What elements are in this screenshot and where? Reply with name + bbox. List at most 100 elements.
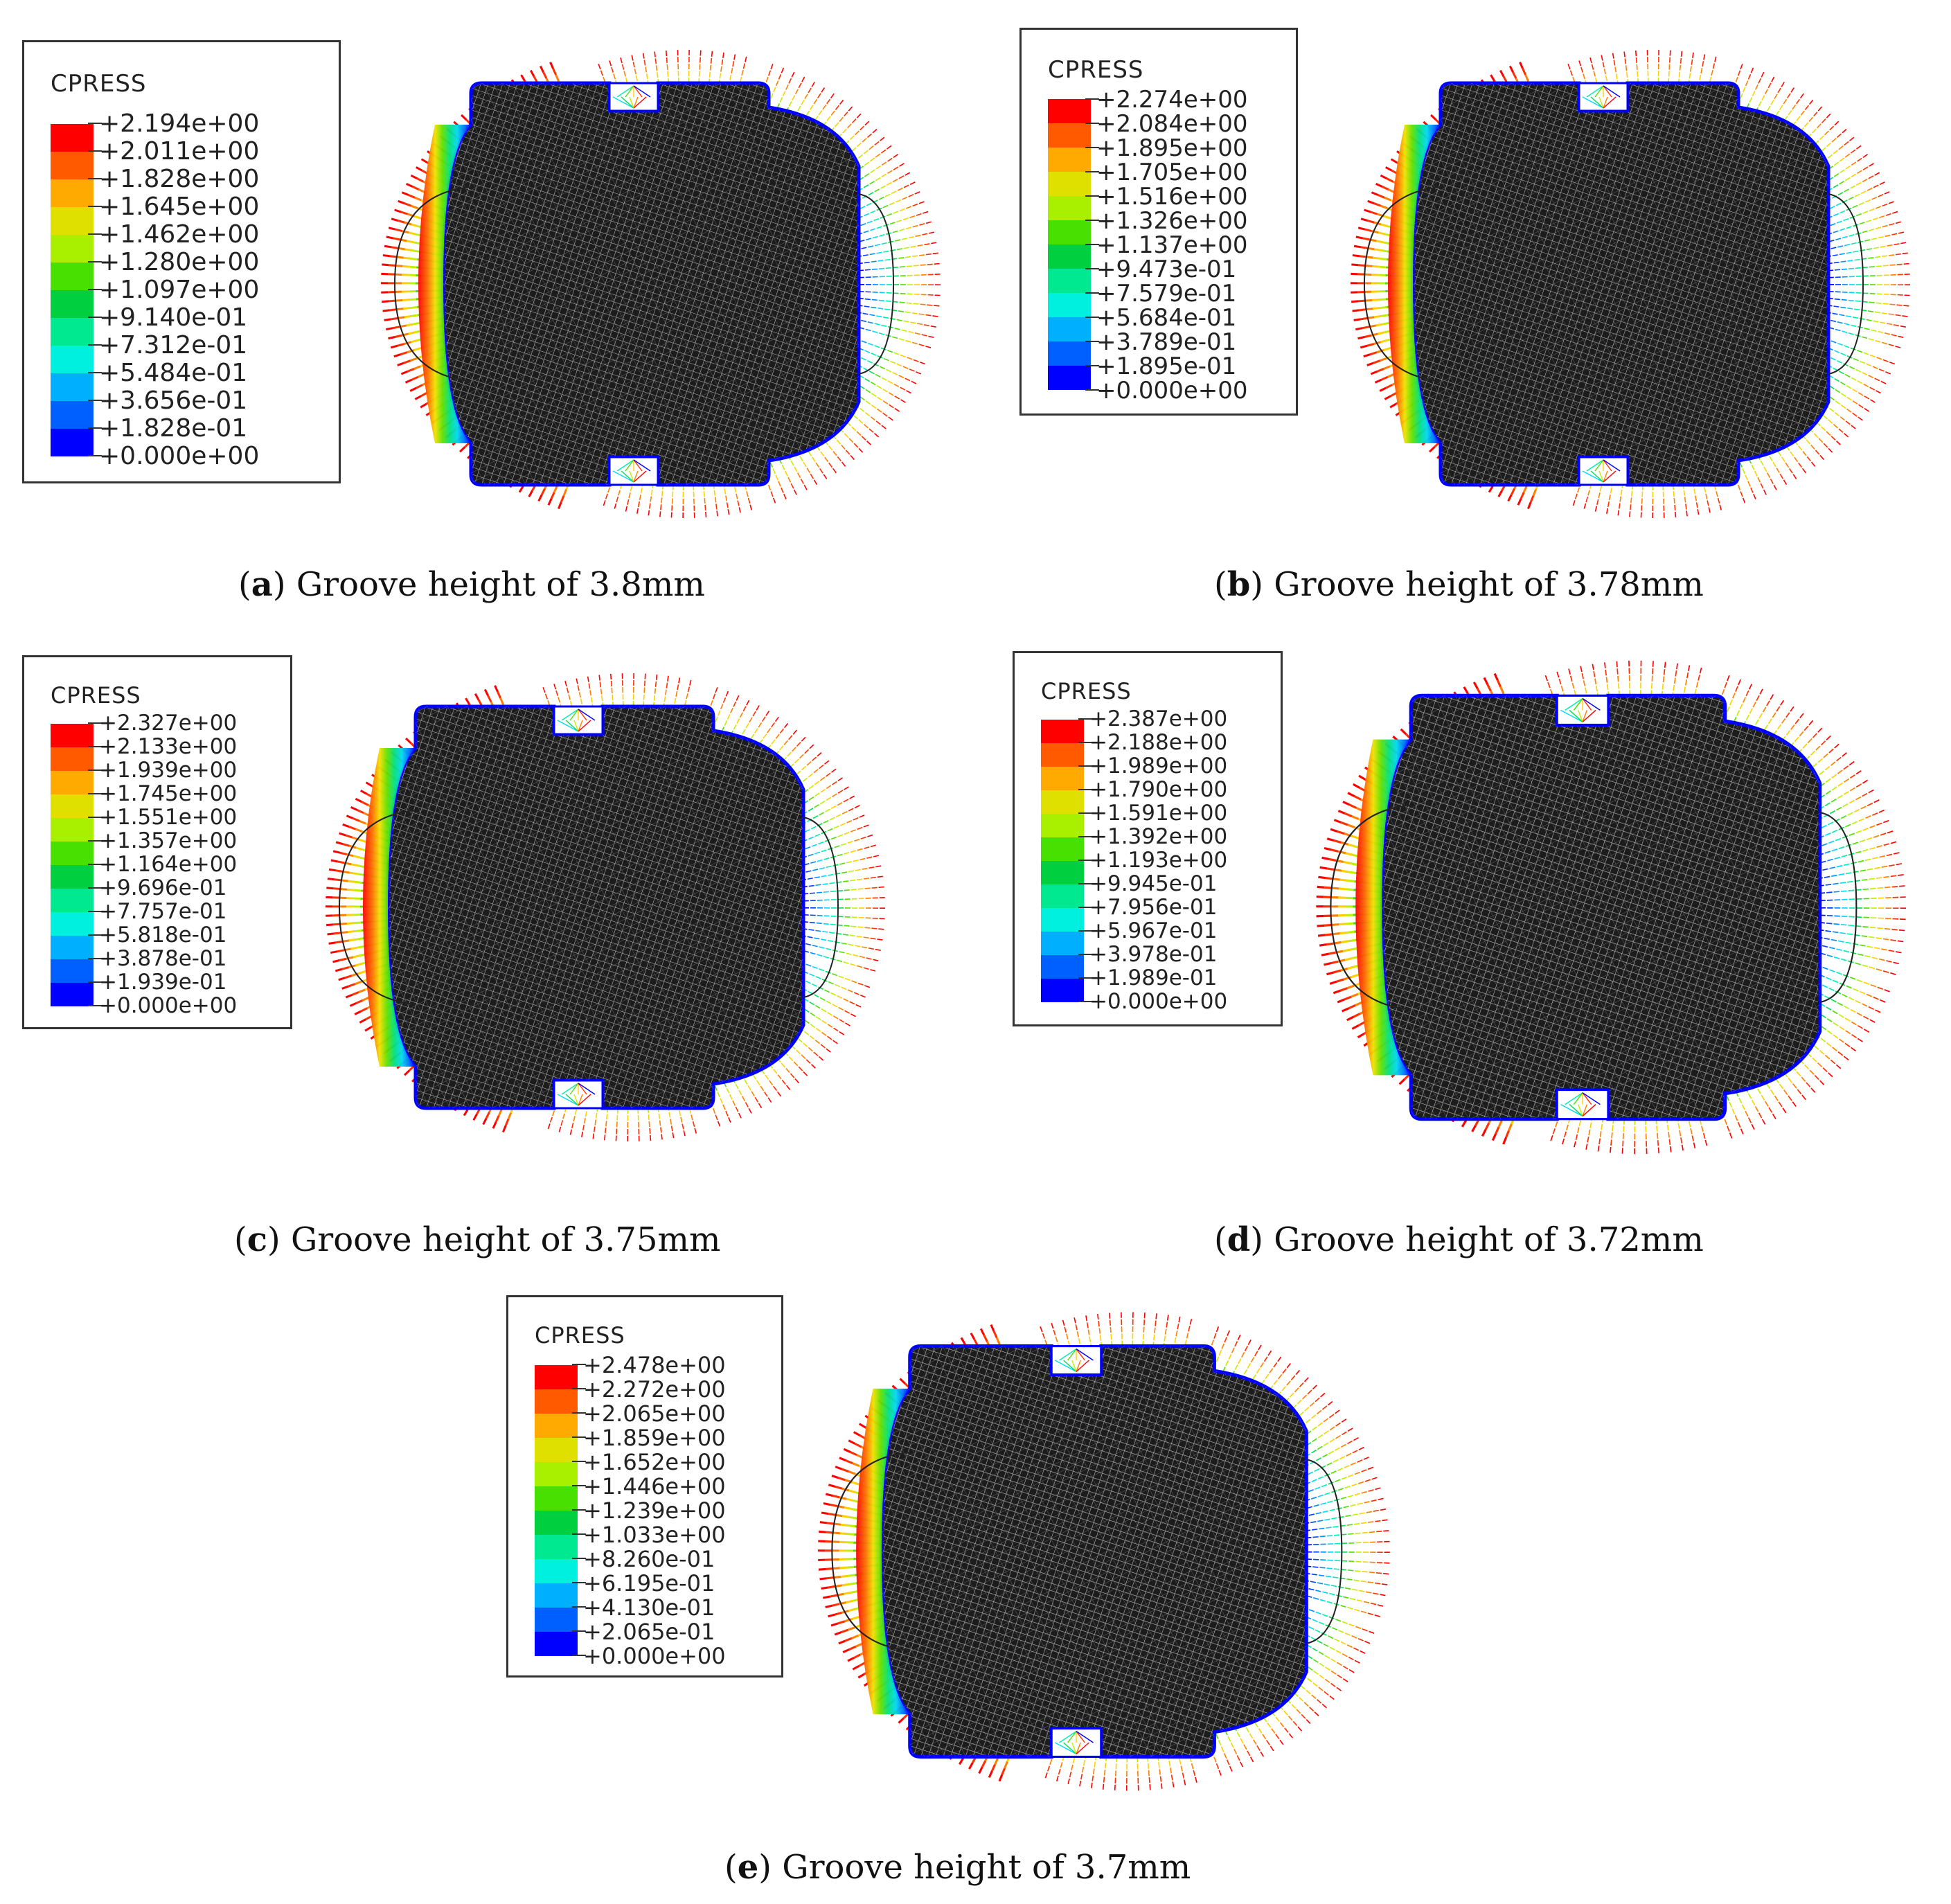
color-swatch: [1041, 932, 1084, 955]
color-swatch: [1048, 244, 1091, 269]
color-swatch: [51, 983, 93, 1006]
contact-band: [1355, 739, 1411, 1076]
legend-value: +2.065e-01: [583, 1619, 715, 1645]
color-swatch: [1048, 196, 1091, 220]
groove-region: [608, 456, 659, 486]
legend-value: +1.239e+00: [583, 1497, 726, 1524]
legend-tick: [88, 887, 102, 889]
contact-pressure-plot-a: [380, 50, 941, 518]
color-swatch: [1041, 955, 1084, 979]
color-swatch: [535, 1632, 578, 1656]
legend-tick: [88, 1004, 102, 1006]
legend-value: +3.656e-01: [99, 386, 248, 415]
legend-value: +1.790e+00: [1089, 777, 1228, 802]
legend-value: +2.387e+00: [1089, 706, 1228, 731]
legend-value: +1.551e+00: [99, 805, 238, 830]
legend-tick: [1078, 718, 1092, 720]
contact-pressure-plot-d: [1316, 660, 1907, 1155]
legend-value: +1.859e+00: [583, 1425, 726, 1451]
color-swatch: [51, 724, 93, 747]
color-swatch: [1041, 720, 1084, 743]
caption-b: (b) Groove height of 3.78mm: [1214, 565, 1704, 604]
legend-tick: [88, 344, 102, 346]
legend-value: +1.326e+00: [1096, 207, 1248, 235]
color-swatch: [51, 959, 93, 983]
legend-tick: [88, 317, 102, 319]
color-swatch: [51, 124, 93, 152]
legend-tick: [88, 150, 102, 152]
legend-tick: [1085, 195, 1099, 197]
color-bar: [51, 724, 93, 1006]
legend-value: +1.097e+00: [99, 276, 260, 304]
color-swatch: [1048, 123, 1091, 148]
caption-c: (c) Groove height of 3.75mm: [234, 1220, 721, 1259]
groove-region: [608, 82, 659, 112]
groove-region: [1050, 1727, 1103, 1758]
undeformed-outline: [1364, 186, 1864, 382]
groove-region: [1556, 694, 1610, 727]
undeformed-outline: [394, 186, 894, 382]
legend-value: +2.194e+00: [99, 109, 260, 138]
legend-value: +0.000e+00: [583, 1643, 726, 1669]
groove-region: [553, 1079, 604, 1110]
color-swatch: [51, 747, 93, 771]
color-swatch: [535, 1438, 578, 1462]
groove-region: [1050, 1345, 1103, 1376]
legend-tick: [1078, 835, 1092, 837]
legend-tick: [1078, 812, 1092, 814]
legend-value: +7.312e-01: [99, 331, 248, 359]
caption-d: (d) Groove height of 3.72mm: [1214, 1220, 1704, 1259]
legend-value: +2.133e+00: [99, 734, 238, 759]
legend-value: +1.989e+00: [1089, 754, 1228, 778]
legend-title: CPRESS: [51, 70, 147, 98]
caption-a: (a) Groove height of 3.8mm: [238, 565, 705, 604]
legend-value: +1.280e+00: [99, 248, 260, 276]
legend-value: +8.260e-01: [583, 1546, 715, 1572]
legend-tick: [1078, 765, 1092, 767]
color-swatch: [51, 429, 93, 456]
legend-value: +9.473e-01: [1096, 256, 1237, 283]
contact-pressure-plot-b: [1350, 50, 1911, 518]
color-swatch: [1048, 220, 1091, 244]
legend-tick: [1085, 244, 1099, 246]
legend-tick: [88, 427, 102, 429]
legend-value: +1.895e+00: [1096, 134, 1248, 162]
legend-tick: [1078, 906, 1092, 908]
legend-value: +1.705e+00: [1096, 159, 1248, 186]
legend-value: +0.000e+00: [99, 442, 260, 470]
caption-letter: b: [1227, 565, 1251, 604]
groove-region: [553, 705, 604, 736]
color-bar: [1041, 720, 1084, 1002]
caption-letter: a: [251, 565, 273, 604]
legend-value: +2.274e+00: [1096, 86, 1248, 114]
caption-text: Groove height of 3.75mm: [290, 1220, 721, 1259]
color-swatch: [535, 1535, 578, 1559]
legend-value: +1.392e+00: [1089, 824, 1228, 849]
legend-d: CPRESS +2.387e+00 +2.188e+00 +1.989e+00 +1.…: [1013, 651, 1283, 1026]
color-swatch: [1041, 908, 1084, 932]
legend-a: CPRESS +2.194e+00 +2.011e+00 +1.828e+00 +1.…: [22, 40, 341, 483]
undeformed-outline: [339, 810, 839, 1005]
legend-value: +1.357e+00: [99, 828, 238, 853]
legend-value: +2.188e+00: [1089, 730, 1228, 755]
caption-text: Groove height of 3.8mm: [296, 565, 705, 604]
color-swatch: [1048, 148, 1091, 172]
legend-tick: [1078, 882, 1092, 884]
contact-band: [856, 1388, 910, 1715]
caption-letter: e: [737, 1848, 759, 1887]
legend-tick: [88, 745, 102, 747]
contact-band: [1388, 125, 1441, 443]
color-bar: [51, 124, 93, 456]
legend-tick: [88, 455, 102, 457]
groove-region: [1578, 456, 1629, 486]
legend-value: +0.000e+00: [1096, 377, 1248, 404]
contact-pressure-plot-c: [325, 673, 886, 1141]
legend-tick: [572, 1630, 586, 1632]
color-swatch: [535, 1365, 578, 1389]
color-swatch: [51, 936, 93, 959]
legend-value: +3.978e-01: [1089, 942, 1218, 967]
color-swatch: [535, 1414, 578, 1438]
legend-value: +1.164e+00: [99, 852, 238, 877]
color-swatch: [1048, 269, 1091, 293]
legend-title: CPRESS: [1048, 56, 1144, 84]
